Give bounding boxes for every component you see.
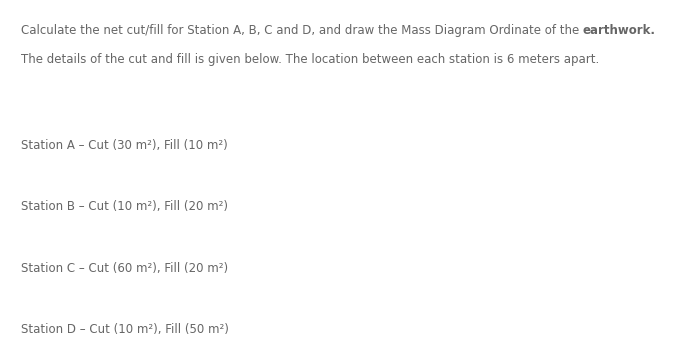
Text: The details of the cut and fill is given below. The location between each statio: The details of the cut and fill is given… bbox=[21, 53, 599, 66]
Text: Station C – Cut (60 m²), Fill (20 m²): Station C – Cut (60 m²), Fill (20 m²) bbox=[21, 262, 227, 275]
Text: Calculate the net cut/fill for Station A, B, C and D, and draw the Mass Diagram : Calculate the net cut/fill for Station A… bbox=[21, 24, 582, 37]
Text: Station A – Cut (30 m²), Fill (10 m²): Station A – Cut (30 m²), Fill (10 m²) bbox=[21, 139, 227, 152]
Text: Station D – Cut (10 m²), Fill (50 m²): Station D – Cut (10 m²), Fill (50 m²) bbox=[21, 323, 228, 336]
Text: earthwork.: earthwork. bbox=[582, 24, 656, 37]
Text: Station B – Cut (10 m²), Fill (20 m²): Station B – Cut (10 m²), Fill (20 m²) bbox=[21, 200, 227, 213]
